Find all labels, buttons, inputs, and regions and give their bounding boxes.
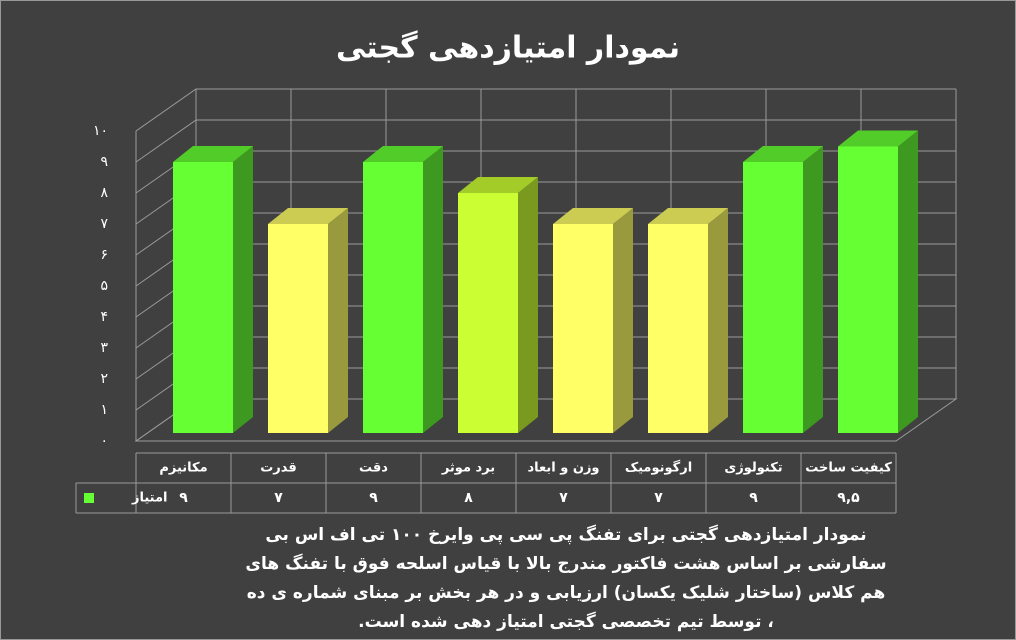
bar-front	[648, 224, 708, 433]
bar-front	[268, 224, 328, 433]
grid-line	[135, 398, 956, 442]
bar	[648, 208, 728, 433]
x-tick-label: تکنولوژی	[724, 461, 782, 476]
data-label: ۷	[559, 490, 568, 506]
x-tick-label: وزن و ابعاد	[527, 461, 599, 476]
x-tick-label: مکانیزم	[159, 461, 207, 476]
data-label: ۷	[274, 490, 283, 506]
bar	[173, 146, 253, 433]
bar-side	[803, 146, 823, 433]
caption: نمودار امتیازدهی گجتی برای تفنگ پی سی پی…	[245, 525, 887, 632]
grid-line	[135, 150, 956, 194]
legend-label: امتیاز	[131, 491, 167, 506]
bar-top	[553, 208, 633, 224]
x-tick-label: قدرت	[260, 461, 297, 476]
grid-line	[135, 336, 956, 380]
bar-front	[838, 146, 898, 433]
y-tick-label: ۸	[100, 185, 108, 201]
y-tick-label: ۷	[100, 216, 108, 232]
grid-line	[135, 243, 956, 287]
grid-line	[135, 367, 956, 411]
bar-top	[268, 208, 348, 224]
bar-top	[648, 208, 728, 224]
y-tick-label: ۴	[100, 309, 108, 325]
bar-front	[553, 224, 613, 433]
grid-line	[135, 181, 956, 225]
data-label: ۸	[464, 490, 473, 506]
y-tick-label: ۱	[100, 402, 108, 418]
x-tick-label: دقت	[359, 461, 388, 476]
legend-swatch	[84, 493, 94, 503]
bar-side	[423, 146, 443, 433]
bar-front	[173, 162, 233, 433]
y-tick-label: ۵	[100, 278, 108, 294]
data-label: ۹	[179, 490, 188, 506]
bar-side	[328, 208, 348, 433]
y-tick-label: ۳	[100, 340, 108, 356]
y-tick-label: ۶	[100, 247, 108, 263]
grid-line	[135, 305, 956, 349]
grid-line	[135, 212, 956, 256]
bar-top	[458, 177, 538, 193]
bar-top	[838, 130, 918, 147]
bar-front	[363, 162, 423, 433]
bar-front	[743, 162, 803, 433]
bar	[458, 177, 538, 433]
bar	[838, 130, 918, 433]
chart-title: نمودار امتیازدهی گجتی	[336, 30, 680, 66]
bar-side	[233, 146, 253, 433]
y-tick-label: ۰	[100, 433, 108, 449]
grid-line	[135, 88, 956, 132]
bar-top	[363, 146, 443, 162]
grid-line	[135, 274, 956, 318]
bar	[363, 146, 443, 433]
y-tick-label: ۲	[100, 371, 108, 387]
data-label: ۷	[654, 490, 663, 506]
bar-side	[613, 208, 633, 433]
x-tick-label: برد موثر	[441, 461, 495, 476]
bar	[553, 208, 633, 433]
bar-side	[518, 177, 538, 433]
bar-side	[898, 130, 918, 433]
bar-front	[458, 193, 518, 433]
bar-side	[708, 208, 728, 433]
grid-line	[135, 119, 956, 163]
x-tick-label: کیفیت ساخت	[805, 461, 892, 476]
x-tick-label: ارگونومیک	[625, 460, 692, 476]
bar-top	[173, 146, 253, 162]
data-label: ۹,۵	[837, 490, 860, 506]
bar-top	[743, 146, 823, 162]
data-label: ۹	[749, 490, 758, 506]
bar	[743, 146, 823, 433]
bar	[268, 208, 348, 433]
data-label: ۹	[369, 490, 378, 506]
y-tick-label: ۹	[100, 154, 108, 170]
floor	[134, 398, 958, 442]
y-tick-label: ۱۰	[93, 123, 108, 139]
